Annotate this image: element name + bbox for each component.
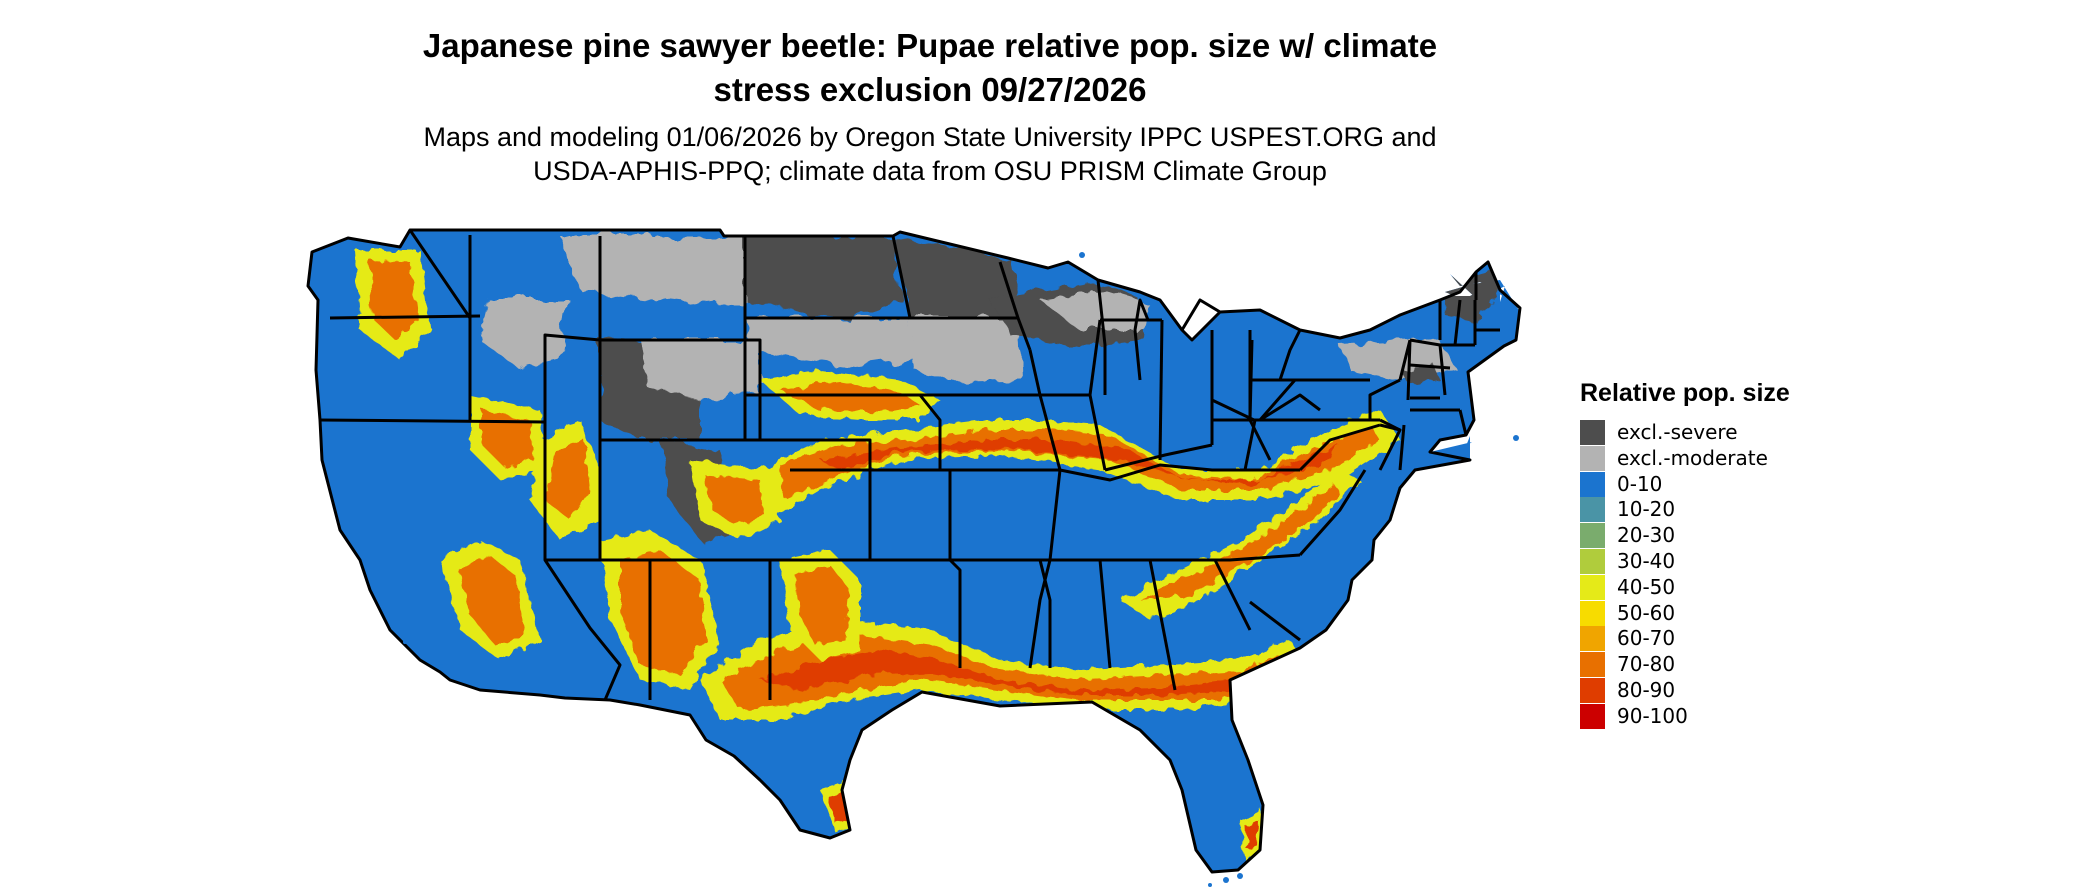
legend-item: 50-60 xyxy=(1580,600,1790,627)
map-title: Japanese pine sawyer beetle: Pupae relat… xyxy=(330,24,1530,112)
excl-severe-nd xyxy=(745,236,900,318)
legend-label: 90-100 xyxy=(1617,703,1688,728)
nevada-core xyxy=(545,440,590,520)
legend-swatch xyxy=(1580,626,1605,652)
legend-label: 30-40 xyxy=(1617,548,1676,573)
excl-moderate-id xyxy=(480,300,570,370)
arizona-core xyxy=(620,550,705,675)
title-line-1: Japanese pine sawyer beetle: Pupae relat… xyxy=(422,27,1438,64)
appalachian-core xyxy=(1140,485,1340,600)
title-line-2: stress exclusion 09/27/2026 xyxy=(713,71,1147,108)
legend-swatch xyxy=(1580,497,1605,523)
legend-item: 60-70 xyxy=(1580,626,1790,652)
legend-label: 10-20 xyxy=(1617,497,1676,522)
central-band-outer xyxy=(760,410,1400,520)
florida-core xyxy=(1246,820,1258,850)
legend-label: 60-70 xyxy=(1617,626,1676,651)
legend-items: excl.-severe excl.-moderate 0-10 10-20 20-30… xyxy=(1580,420,1790,730)
legend-swatch xyxy=(1580,652,1605,678)
legend-item: 10-20 xyxy=(1580,497,1790,523)
coastal-specks xyxy=(403,252,1519,887)
legend-swatch xyxy=(1580,523,1605,549)
legend-label: 70-80 xyxy=(1617,652,1676,677)
excl-severe-mn-n xyxy=(893,236,1020,320)
excl-moderate-montana xyxy=(560,236,745,305)
legend: Relative pop. size excl.-severe excl.-mod… xyxy=(1580,378,1790,730)
plains-core xyxy=(780,382,920,412)
legend-item: 90-100 xyxy=(1580,703,1790,730)
legend-item: 20-30 xyxy=(1580,523,1790,549)
legend-swatch xyxy=(1580,600,1605,626)
state-borders xyxy=(306,228,1522,874)
legend-item: 70-80 xyxy=(1580,652,1790,678)
washington-core xyxy=(370,260,418,340)
legend-label: 0-10 xyxy=(1617,471,1663,496)
subtitle-line-1: Maps and modeling 01/06/2026 by Oregon S… xyxy=(423,122,1437,152)
legend-item: excl.-moderate xyxy=(1580,445,1790,472)
excl-moderate-wy xyxy=(640,340,760,400)
legend-label: 20-30 xyxy=(1617,523,1676,548)
legend-label: excl.-moderate xyxy=(1617,445,1768,470)
idaho-core xyxy=(482,410,533,468)
legend-label: 50-60 xyxy=(1617,600,1676,625)
legend-item: 30-40 xyxy=(1580,548,1790,575)
legend-swatch xyxy=(1580,677,1605,703)
legend-item: 40-50 xyxy=(1580,574,1790,601)
legend-label: 40-50 xyxy=(1617,574,1676,599)
california-core xyxy=(460,555,525,645)
south-inner xyxy=(760,650,1250,695)
excl-moderate-sd xyxy=(745,318,915,368)
population-bands xyxy=(355,250,1400,860)
excl-moderate-mn xyxy=(910,318,1022,382)
legend-title: Relative pop. size xyxy=(1580,379,1790,407)
central-inner xyxy=(820,440,1340,485)
legend-label: 80-90 xyxy=(1617,677,1676,702)
legend-label: excl.-severe xyxy=(1617,420,1738,444)
legend-item: 0-10 xyxy=(1580,471,1790,498)
legend-item: excl.-severe xyxy=(1580,420,1790,446)
legend-swatch xyxy=(1580,574,1605,600)
colorado-core xyxy=(705,475,765,525)
legend-swatch xyxy=(1580,471,1605,497)
legend-swatch xyxy=(1580,703,1605,729)
legend-swatch xyxy=(1580,420,1605,445)
legend-swatch xyxy=(1580,445,1605,471)
legend-item: 80-90 xyxy=(1580,677,1790,704)
newmexico-core xyxy=(795,565,850,645)
subtitle-line-2: USDA-APHIS-PPQ; climate data from OSU PR… xyxy=(533,156,1327,186)
map-subtitle: Maps and modeling 01/06/2026 by Oregon S… xyxy=(330,120,1530,188)
legend-swatch xyxy=(1580,548,1605,574)
